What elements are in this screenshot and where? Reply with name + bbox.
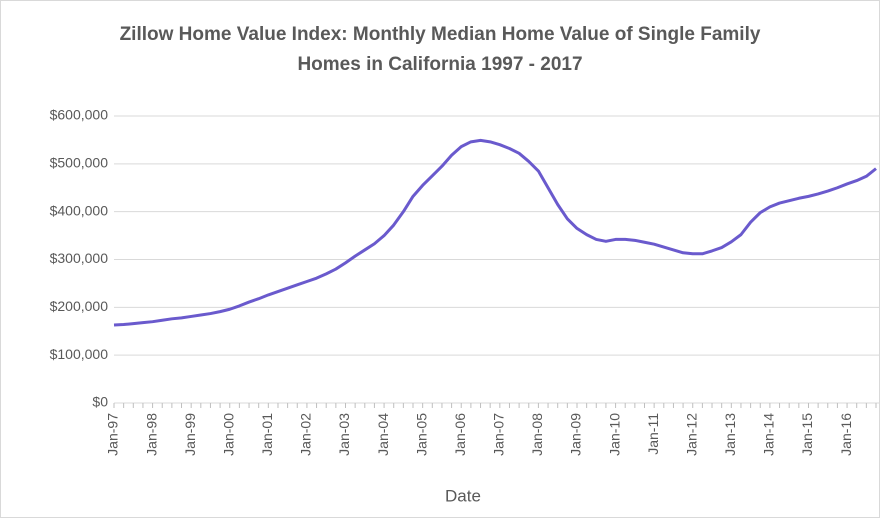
chart-title: Zillow Home Value Index: Monthly Median … — [119, 24, 761, 75]
y-tick-label: $200,000 — [50, 298, 109, 314]
x-tick-label: Jan-02 — [298, 413, 314, 456]
x-tick-label: Jan-05 — [413, 413, 429, 456]
x-axis-title: Date — [445, 486, 481, 505]
y-tick-label: $300,000 — [50, 250, 109, 266]
x-tick-label: Jan-16 — [838, 413, 854, 456]
x-tick-label: Jan-04 — [375, 413, 391, 456]
y-tick-label: $0 — [92, 394, 108, 410]
y-tick-label: $100,000 — [50, 346, 109, 362]
x-tick-label: Jan-09 — [568, 413, 584, 456]
x-tick-label: Jan-00 — [220, 413, 236, 456]
y-tick-label: $600,000 — [50, 107, 109, 123]
y-tick-label: $400,000 — [50, 202, 109, 218]
x-tick-label: Jan-01 — [259, 413, 275, 456]
x-tick-label: Jan-15 — [799, 413, 815, 456]
x-tick-label: Jan-99 — [182, 413, 198, 456]
x-tick-label: Jan-98 — [143, 413, 159, 456]
data-line — [113, 138, 877, 327]
x-tick-label: Jan-11 — [645, 413, 661, 455]
x-tick-label: Jan-03 — [336, 413, 352, 456]
x-tick-label: Jan-12 — [683, 413, 699, 456]
x-tick-label: Jan-07 — [491, 413, 507, 456]
x-tick-label: Jan-14 — [761, 413, 777, 456]
x-tick-label: Jan-10 — [606, 413, 622, 456]
x-tick-label: Jan-06 — [452, 413, 468, 456]
x-tick-label: Jan-97 — [105, 413, 121, 456]
x-tick-label: Jan-08 — [529, 413, 545, 456]
y-tick-label: $500,000 — [50, 155, 109, 171]
x-tick-label: Jan-13 — [722, 413, 738, 456]
